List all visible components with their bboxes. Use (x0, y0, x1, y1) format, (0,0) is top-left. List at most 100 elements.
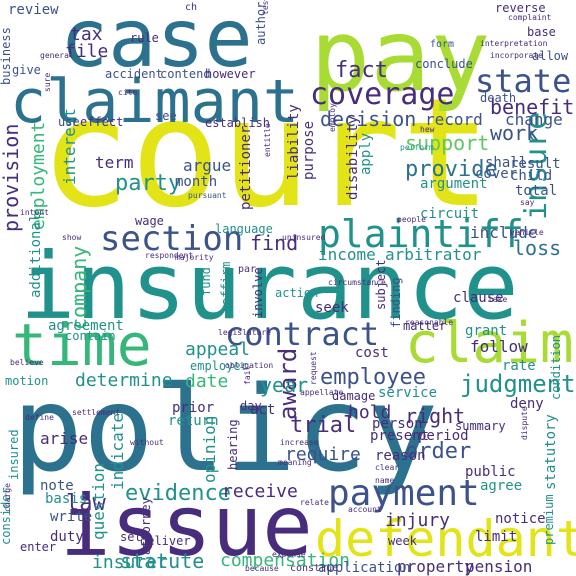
word-contain: contain (65, 329, 116, 343)
word-rule: rule (130, 31, 159, 45)
word-employer: employer (190, 359, 248, 373)
word-define: define (25, 413, 54, 422)
word-act: act (250, 402, 275, 418)
word-week: week (388, 534, 418, 548)
word-damage: damage (332, 389, 375, 403)
word-legislature: legislature (218, 328, 271, 337)
word-argument: argument (420, 176, 487, 192)
word-wage: wage (135, 214, 164, 228)
word-rate: rate (502, 358, 536, 374)
word-law: law (66, 491, 106, 516)
word-vehicle: vehicle (510, 228, 544, 237)
word-charge: charge (3, 483, 12, 512)
word-increase: increase (280, 438, 319, 447)
word-result: result (510, 156, 561, 172)
word-date: date (185, 371, 228, 392)
word-right: right (405, 404, 465, 428)
word-action: action (275, 286, 318, 300)
word-year: year (260, 373, 308, 397)
word-liability: liability (286, 104, 302, 180)
word-issue: issue (60, 477, 313, 575)
word-without: without (130, 438, 164, 447)
word-appellate: appellate (300, 388, 344, 397)
word-insurance: insurance (20, 233, 519, 340)
word-service: service (378, 385, 437, 401)
word-include: include (470, 223, 537, 242)
word-tax: tax (70, 24, 103, 45)
word-enter: enter (20, 540, 56, 554)
word-seek: seek (315, 300, 349, 316)
word-claimant: claimant (10, 67, 299, 137)
word-reason: reason (375, 448, 426, 464)
word-show: show (62, 233, 81, 242)
word-work: work (490, 121, 538, 145)
word-award: award (274, 348, 302, 420)
word-loss: loss (513, 236, 561, 260)
word-opinion: opinion (200, 416, 219, 483)
word-provision: provision (0, 124, 23, 232)
word-pay: pay (310, 0, 491, 114)
word-business: business (0, 27, 13, 85)
word-intent: intent (20, 208, 49, 217)
word-judgment: judgment (460, 370, 576, 398)
word-relate: relate (300, 498, 329, 507)
word-use: use (58, 115, 80, 129)
word-support: support (405, 131, 489, 155)
word-matter: matter (403, 319, 446, 333)
word-majority: majority (175, 253, 214, 262)
word-compensation: compensation (220, 550, 350, 571)
word-contend: contend (160, 67, 211, 81)
word-expense: expense (272, 550, 306, 559)
word-base: base (527, 25, 556, 39)
word-statute: statute (120, 549, 204, 573)
word-deny: deny (510, 396, 544, 412)
word-authority: authority (254, 0, 268, 45)
word-form: form (430, 39, 454, 50)
word-follow: follow (470, 337, 528, 356)
word-injury: injury (385, 510, 450, 531)
word-people: people (397, 215, 426, 224)
word-case: case (60, 0, 253, 85)
word-review: review (8, 2, 59, 18)
word-dispute: dispute (520, 406, 529, 440)
word-plaintiff: plaintiff (318, 212, 524, 256)
word-circumstance: circumstance (328, 278, 386, 287)
word-complaint: complaint (508, 13, 552, 22)
word-hold: hold (348, 402, 391, 423)
word-cost: cost (355, 345, 389, 361)
word-file: file (65, 41, 108, 62)
word-ch: ch (185, 2, 197, 13)
word-name: name (375, 476, 394, 485)
word-see: see (155, 109, 177, 123)
word-month: month (175, 174, 217, 190)
word-subject: subject (374, 259, 388, 310)
word-involve: involve (251, 267, 265, 318)
word-find: find (250, 231, 298, 255)
word-uninsured: uninsured (282, 233, 326, 242)
word-state: state (475, 62, 571, 100)
word-return: return (168, 413, 219, 429)
word-limit: limit (475, 529, 517, 545)
word-notice: notice (495, 511, 546, 527)
word-write: write (50, 509, 92, 525)
word-general: general (40, 51, 74, 60)
word-clause: clause (453, 290, 504, 306)
word-give: give (12, 63, 41, 77)
word-conclude: conclude (415, 57, 473, 71)
word-agree: agree (480, 478, 522, 494)
word-obligation: obligation (225, 361, 273, 370)
word-allow: allow (532, 49, 569, 63)
word-cover: cover (475, 166, 517, 182)
word-grant: grant (465, 323, 507, 339)
word-appeal: appeal (185, 339, 250, 360)
word-cite: cite (118, 88, 137, 97)
word-reasonable: reasonable (405, 318, 453, 327)
word-note: note (40, 478, 74, 494)
word-deliver: deliver (140, 534, 191, 548)
word-because: because (245, 564, 279, 573)
word-section: section (100, 219, 243, 259)
word-employee: employee (320, 365, 426, 390)
word-language: language (215, 222, 273, 236)
word-hew: hew (420, 125, 435, 134)
